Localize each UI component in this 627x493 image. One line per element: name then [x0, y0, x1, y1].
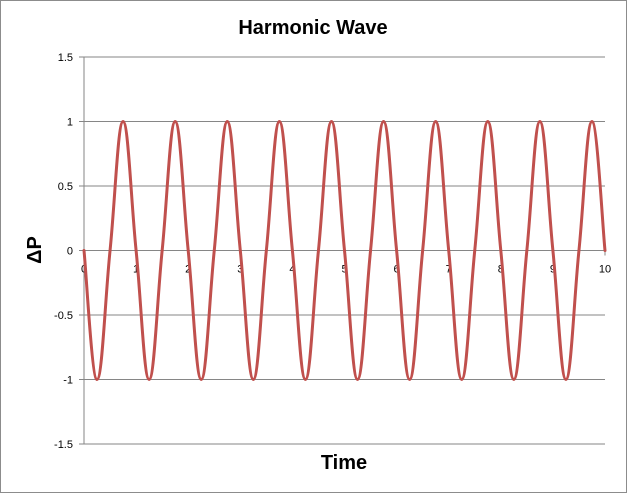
y-tick-label: -1.5	[54, 439, 73, 451]
x-tick-label: 3	[237, 264, 243, 276]
x-axis-label: Time	[321, 452, 367, 474]
y-tick-label: 1.5	[58, 52, 73, 64]
x-tick-label: 9	[550, 264, 556, 276]
x-tick-label: 10	[599, 264, 611, 276]
y-tick-label: -0.5	[54, 310, 73, 322]
x-tick-label: 8	[498, 264, 504, 276]
x-tick-label: 1	[133, 264, 139, 276]
x-tick-label: 0	[81, 264, 87, 276]
x-tick-label: 6	[394, 264, 400, 276]
y-axis-label: ΔP	[24, 236, 46, 264]
y-tick-label: -1	[63, 375, 73, 387]
y-tick-label: 1	[67, 117, 73, 129]
series-line-0	[82, 120, 607, 381]
series-group	[82, 120, 607, 381]
chart-title: Harmonic Wave	[238, 17, 387, 39]
y-tick-labels: 1.5 1 0.5 0 -0.5 -1 -1.5	[54, 52, 73, 451]
x-tick-labels: 0 1 2 3 4 5 6 7 8 9 10	[81, 264, 611, 276]
x-tick-label: 2	[185, 264, 191, 276]
x-tick-label: 4	[289, 264, 295, 276]
x-tick-label: 7	[446, 264, 452, 276]
x-tick-label: 5	[341, 264, 347, 276]
y-tick-label: 0.5	[58, 181, 73, 193]
y-tick-label: 0	[67, 246, 73, 258]
